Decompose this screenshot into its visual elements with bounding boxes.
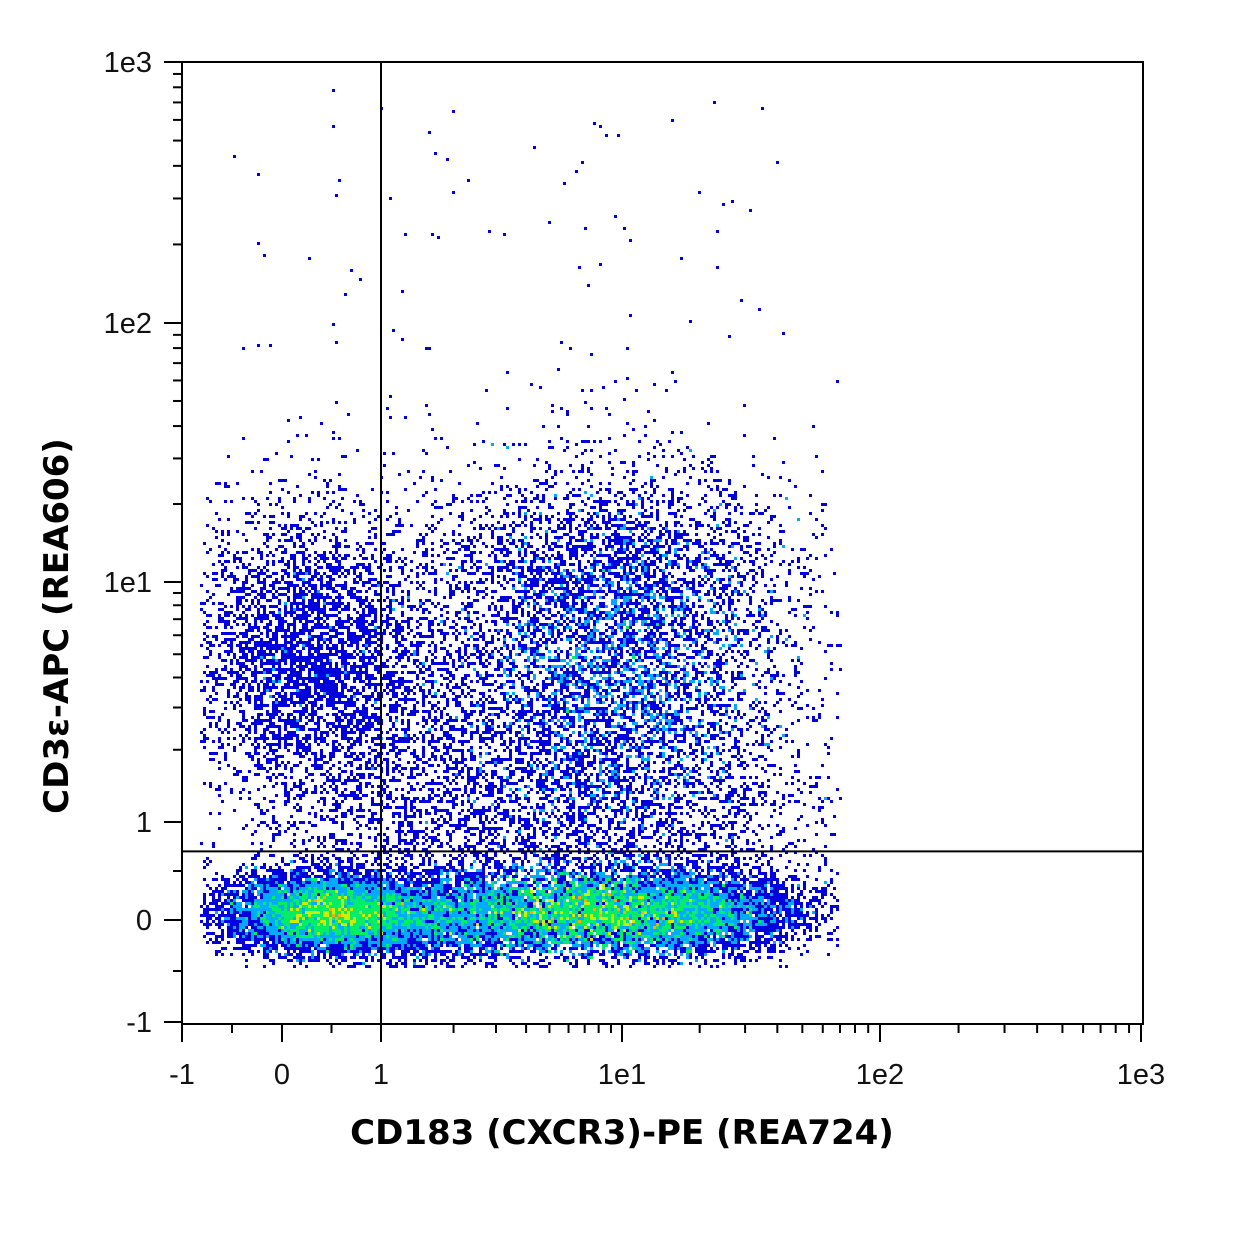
x-axis-title: CD183 (CXCR3)-PE (REA724) [350, 1113, 894, 1153]
x-tick-label: 0 [274, 1059, 290, 1091]
y-axis: -1 0 1 1e1 1e2 1e3 [104, 47, 182, 1039]
density-bin-group-2 [230, 569, 764, 962]
y-tick-label: 1e3 [104, 47, 152, 79]
density-layer [200, 89, 842, 968]
y-tick-label: 1e1 [104, 567, 152, 599]
density-bin-group-0 [200, 89, 842, 968]
quadrant-gate [182, 62, 1143, 1024]
x-tick-label: -1 [169, 1059, 195, 1091]
y-tick-label: 1 [136, 807, 152, 839]
y-tick-label: 1e2 [104, 308, 152, 340]
y-axis-title: CD3ε-APC (REA606) [37, 438, 77, 814]
x-axis: -1 0 1 1e1 1e2 1e3 [169, 1024, 1165, 1091]
x-tick-label: 1 [373, 1059, 389, 1091]
x-tick-label: 1e2 [856, 1059, 904, 1091]
y-tick-label: 0 [136, 905, 152, 937]
x-tick-label: 1e1 [598, 1059, 646, 1091]
density-bin-group-4 [314, 893, 674, 938]
density-bin-group-5 [617, 899, 620, 902]
y-tick-label: -1 [126, 1007, 152, 1039]
x-tick-label: 1e3 [1117, 1059, 1165, 1091]
